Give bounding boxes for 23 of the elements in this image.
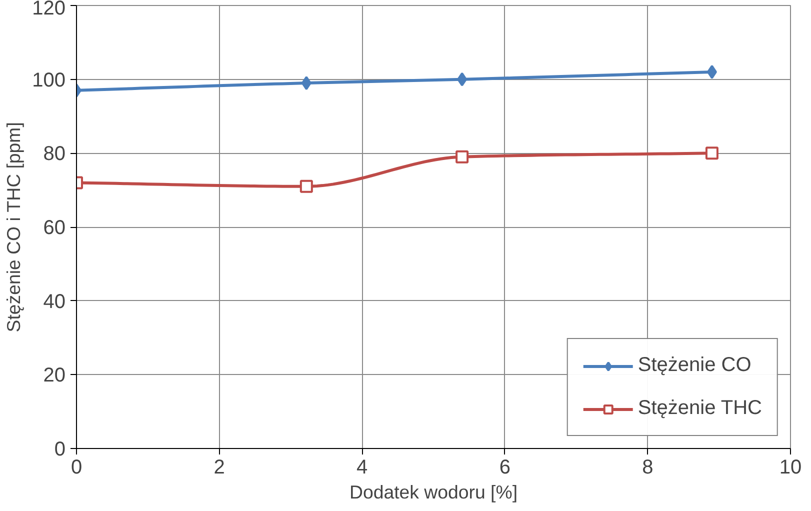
x-tick-label: 2 xyxy=(214,456,225,478)
y-tick-label: 0 xyxy=(54,438,66,460)
point xyxy=(706,64,717,79)
x-tick-label: 0 xyxy=(70,456,82,478)
y-tick-label: 120 xyxy=(32,0,66,20)
x-tick-label: 10 xyxy=(779,456,802,478)
y-tick-label: 100 xyxy=(32,69,66,92)
point xyxy=(456,150,469,164)
x-tick-label: 4 xyxy=(356,456,368,478)
y-axis-title: Stężenie CO i THC [ppm] xyxy=(3,122,24,332)
point xyxy=(301,76,312,90)
x-tick-label: 8 xyxy=(642,456,654,478)
y-tick-label: 80 xyxy=(43,143,66,166)
point xyxy=(457,72,468,86)
legend-label: Stężenie THC xyxy=(638,397,762,420)
y-tick-label: 20 xyxy=(43,364,66,387)
legend-label: Stężenie CO xyxy=(638,354,752,377)
x-tick-label: 6 xyxy=(499,456,510,478)
point xyxy=(300,180,313,193)
y-tick-label: 60 xyxy=(43,217,66,239)
y-tick-label: 40 xyxy=(43,290,66,313)
point xyxy=(705,146,718,160)
x-axis-title: Dodatek wodoru [%] xyxy=(350,482,518,502)
